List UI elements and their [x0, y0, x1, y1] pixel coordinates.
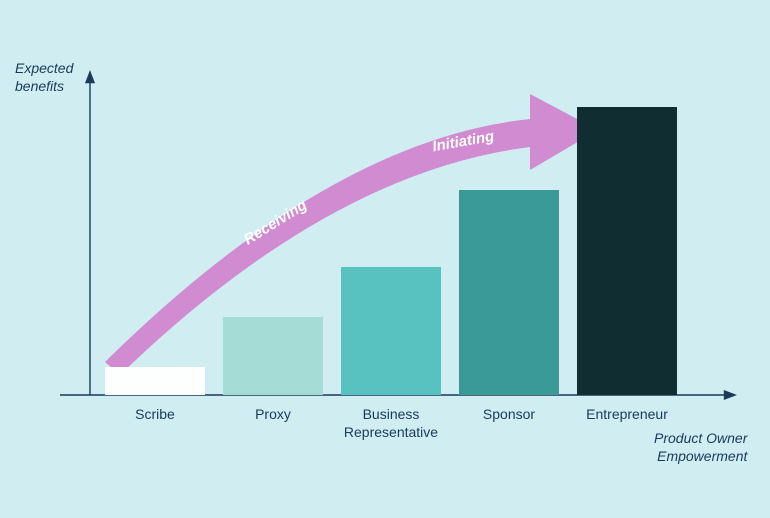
bar-4 — [577, 107, 677, 395]
chart-stage: Expectedbenefits Product OwnerEmpowerment… — [0, 0, 770, 518]
y-axis-label: Expectedbenefits — [15, 60, 73, 95]
tick-label-4: Entrepreneur — [567, 406, 687, 424]
tick-label-2: BusinessRepresentative — [331, 406, 451, 441]
bar-1 — [223, 317, 323, 395]
bar-3 — [459, 190, 559, 395]
x-axis-label: Product OwnerEmpowerment — [654, 430, 747, 465]
tick-label-0: Scribe — [95, 406, 215, 424]
bar-2 — [341, 267, 441, 395]
bar-0 — [105, 367, 205, 395]
tick-label-3: Sponsor — [449, 406, 569, 424]
tick-label-1: Proxy — [213, 406, 333, 424]
